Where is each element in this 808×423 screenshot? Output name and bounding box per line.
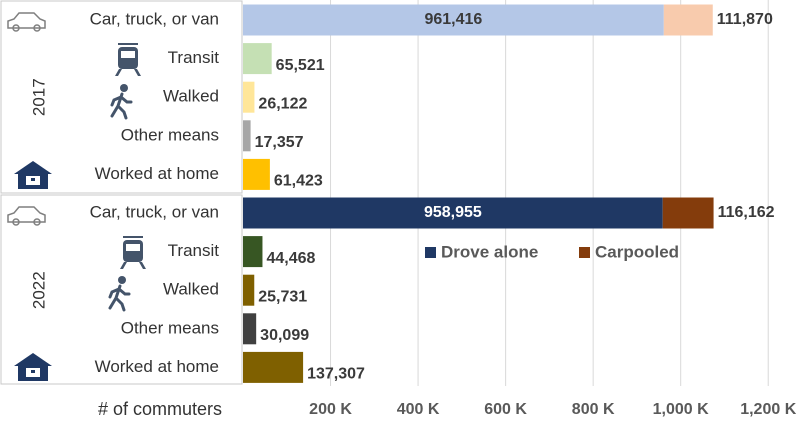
value-label: 44,468	[266, 250, 315, 267]
x-tick-label: 200 K	[309, 401, 352, 418]
bar-segment	[663, 4, 713, 36]
x-tick-label: 1,200 K	[740, 401, 796, 418]
value-label: 111,870	[717, 11, 773, 28]
legend-swatch	[579, 247, 590, 258]
x-tick-label: 600 K	[484, 401, 527, 418]
bar-segment	[243, 120, 251, 152]
x-tick-label: 400 K	[397, 401, 440, 418]
category-label: Transit	[168, 48, 220, 67]
category-label: Transit	[168, 241, 220, 260]
value-label: 30,099	[260, 327, 309, 344]
legend-label: Drove alone	[441, 242, 538, 261]
bar-segment	[243, 81, 255, 113]
value-label: 17,357	[255, 134, 304, 151]
category-label: Walked	[163, 280, 219, 299]
bar-segment	[243, 4, 664, 36]
bar-segment	[243, 313, 257, 345]
value-label: 61,423	[274, 173, 323, 190]
category-label: Car, truck, or van	[90, 9, 219, 28]
category-label: Worked at home	[95, 357, 219, 376]
legend-swatch	[425, 247, 436, 258]
value-label: 116,162	[718, 204, 775, 221]
car-icon	[7, 12, 46, 226]
value-label: 26,122	[258, 95, 307, 112]
group-label: 2017	[29, 78, 48, 116]
value-label: 137,307	[307, 366, 365, 383]
walk-icon	[108, 84, 133, 312]
value-label: 65,521	[276, 57, 325, 74]
grid	[330, 0, 769, 386]
category-label: Car, truck, or van	[90, 202, 219, 221]
category-label: Other means	[121, 125, 219, 144]
x-tick-label: 1,000 K	[653, 401, 709, 418]
group-label: 2022	[29, 271, 48, 309]
transit-icon	[115, 43, 146, 269]
bar-segment	[243, 236, 263, 268]
bar-segment	[662, 197, 714, 229]
bar-segment	[243, 351, 304, 383]
category-label: Other means	[121, 318, 219, 337]
value-label: 961,416	[424, 11, 482, 28]
legend-label: Carpooled	[595, 242, 679, 261]
value-label: 25,731	[258, 288, 307, 305]
category-label: Walked	[163, 87, 219, 106]
bar-segment	[243, 197, 663, 229]
home-icon	[14, 161, 52, 381]
x-tick-label: 800 K	[572, 401, 615, 418]
bar-segment	[243, 43, 272, 75]
value-label: 958,955	[424, 204, 482, 221]
x-axis-label: # of commuters	[98, 399, 222, 419]
bar-segment	[243, 274, 255, 306]
bar-segment	[243, 158, 270, 190]
category-label: Worked at home	[95, 164, 219, 183]
